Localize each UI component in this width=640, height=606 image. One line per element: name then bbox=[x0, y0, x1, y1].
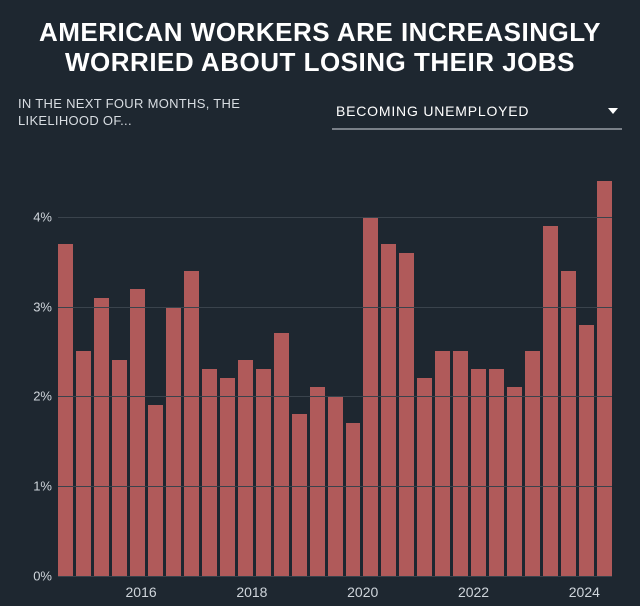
x-tick-label: 2024 bbox=[569, 584, 600, 600]
gridline bbox=[58, 486, 612, 487]
bar bbox=[417, 378, 432, 576]
plot-area: 0%1%2%3%4% bbox=[58, 172, 612, 576]
bar bbox=[310, 387, 325, 576]
bar bbox=[507, 387, 522, 576]
y-tick-label: 3% bbox=[18, 299, 52, 314]
controls-row: IN THE NEXT FOUR MONTHS, THE LIKELIHOOD … bbox=[18, 96, 622, 130]
gridline bbox=[58, 396, 612, 397]
bar bbox=[166, 307, 181, 576]
series-dropdown[interactable]: BECOMING UNEMPLOYED bbox=[332, 96, 622, 130]
gridline bbox=[58, 576, 612, 577]
bar bbox=[238, 360, 253, 576]
x-tick-label: 2020 bbox=[347, 584, 378, 600]
gridline bbox=[58, 307, 612, 308]
bar bbox=[579, 325, 594, 577]
chevron-down-icon bbox=[608, 108, 618, 114]
bar bbox=[597, 181, 612, 576]
bar bbox=[453, 351, 468, 576]
y-tick-label: 4% bbox=[18, 209, 52, 224]
x-tick-label: 2016 bbox=[126, 584, 157, 600]
bar bbox=[543, 226, 558, 576]
bar bbox=[220, 378, 235, 576]
x-tick-label: 2022 bbox=[458, 584, 489, 600]
bar bbox=[202, 369, 217, 576]
bar bbox=[112, 360, 127, 576]
dropdown-selected-label: BECOMING UNEMPLOYED bbox=[336, 103, 529, 119]
bars-container bbox=[58, 172, 612, 576]
chart-subtitle: IN THE NEXT FOUR MONTHS, THE LIKELIHOOD … bbox=[18, 96, 278, 130]
bar bbox=[274, 333, 289, 576]
chart-title: AMERICAN WORKERS ARE INCREASINGLY WORRIE… bbox=[18, 18, 622, 78]
bar bbox=[130, 289, 145, 576]
bar bbox=[346, 423, 361, 576]
bar bbox=[471, 369, 486, 576]
bar bbox=[256, 369, 271, 576]
bar bbox=[399, 253, 414, 576]
bar bbox=[148, 405, 163, 576]
chart-card: AMERICAN WORKERS ARE INCREASINGLY WORRIE… bbox=[0, 0, 640, 606]
bar bbox=[94, 298, 109, 576]
bar bbox=[561, 271, 576, 576]
y-tick-label: 0% bbox=[18, 569, 52, 584]
bar bbox=[76, 351, 91, 576]
bar bbox=[435, 351, 450, 576]
bar bbox=[58, 244, 73, 576]
bar bbox=[381, 244, 396, 576]
bar bbox=[489, 369, 504, 576]
y-tick-label: 2% bbox=[18, 389, 52, 404]
x-axis: 2016 2018 2020 2022 2024 bbox=[58, 580, 612, 600]
y-tick-label: 1% bbox=[18, 479, 52, 494]
bar bbox=[292, 414, 307, 576]
bar bbox=[525, 351, 540, 576]
gridline bbox=[58, 217, 612, 218]
chart-area: 0%1%2%3%4% 20162018202020222024 bbox=[18, 144, 622, 606]
x-tick-label: 2018 bbox=[236, 584, 267, 600]
bar bbox=[184, 271, 199, 576]
